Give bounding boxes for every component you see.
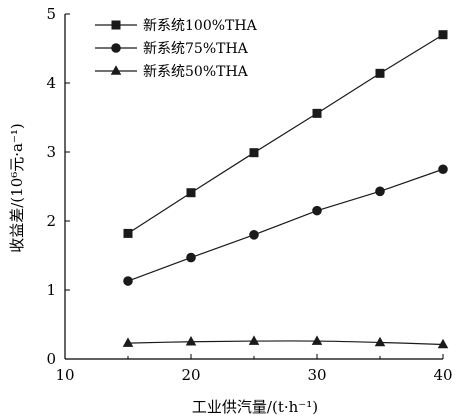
data-point (248, 335, 260, 345)
series-2 (123, 164, 448, 286)
series-layer (122, 30, 449, 349)
data-point (438, 30, 448, 40)
data-point (122, 337, 134, 347)
data-point (186, 252, 196, 263)
x-tick-label: 20 (181, 366, 200, 384)
y-tick-label: 5 (46, 5, 56, 23)
data-point (375, 186, 385, 197)
legend-marker (110, 65, 122, 75)
data-point (123, 276, 133, 286)
legend-label: 新系统100%THA (143, 18, 258, 34)
legend-label: 新系统50%THA (143, 64, 249, 80)
data-point (437, 338, 449, 349)
data-point (312, 205, 322, 216)
ticks: 10 20 30 40 0 1 2 3 4 5 (46, 5, 452, 384)
data-point (249, 148, 259, 158)
series-1 (123, 30, 448, 238)
y-axis-title: 收益差/(10⁶元·a⁻¹) (8, 123, 26, 253)
data-point (249, 230, 259, 240)
y-tick-label: 3 (46, 143, 56, 161)
data-point (123, 228, 133, 238)
data-point (438, 164, 448, 175)
y-tick-label: 1 (46, 281, 56, 299)
y-tick-label: 4 (46, 74, 56, 92)
data-point (311, 335, 323, 345)
legend-label: 新系统75%THA (143, 41, 249, 57)
legend-marker (111, 20, 121, 30)
data-point (186, 188, 196, 198)
series-line (127, 34, 444, 234)
x-tick-label: 10 (55, 366, 74, 384)
series-line (127, 168, 444, 282)
data-point (374, 336, 386, 347)
x-tick-label: 40 (433, 366, 452, 384)
legend-item-3: 新系统50%THA (95, 64, 249, 80)
legend-item-1: 新系统100%THA (95, 18, 258, 34)
y-tick-label: 2 (46, 212, 56, 230)
series-line (127, 340, 444, 346)
series-3 (122, 335, 449, 349)
legend-item-2: 新系统75%THA (95, 41, 249, 57)
legend-marker (111, 43, 121, 53)
data-point (185, 336, 197, 346)
x-axis-title: 工业供汽量/(t·h⁻¹) (192, 398, 318, 416)
legend: 新系统100%THA 新系统75%THA 新系统50%THA (95, 18, 258, 80)
x-tick-label: 30 (307, 366, 326, 384)
data-point (375, 68, 385, 78)
y-tick-label: 0 (46, 350, 56, 368)
axes (64, 14, 443, 360)
data-point (312, 108, 322, 118)
